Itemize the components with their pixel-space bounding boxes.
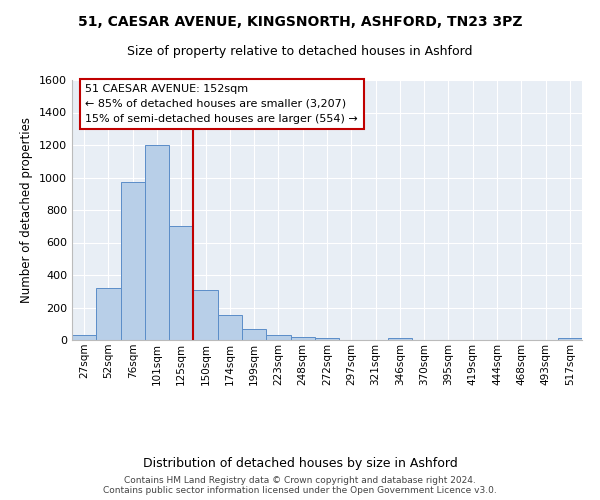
Bar (72, 335, 96, 340)
Bar (242, 328, 266, 340)
Bar (290, 337, 315, 340)
Bar (145, 145, 169, 340)
Text: Distribution of detached houses by size in Ashford: Distribution of detached houses by size … (143, 458, 457, 470)
Bar (193, 290, 218, 340)
Bar (558, 338, 582, 340)
Bar (96, 288, 121, 340)
Bar (315, 338, 339, 340)
Text: 51, CAESAR AVENUE, KINGSNORTH, ASHFORD, TN23 3PZ: 51, CAESAR AVENUE, KINGSNORTH, ASHFORD, … (78, 15, 522, 29)
Y-axis label: Number of detached properties: Number of detached properties (20, 117, 34, 303)
Text: Contains HM Land Registry data © Crown copyright and database right 2024.
Contai: Contains HM Land Registry data © Crown c… (103, 476, 497, 495)
Bar (218, 315, 242, 340)
Bar (169, 226, 193, 340)
Text: Size of property relative to detached houses in Ashford: Size of property relative to detached ho… (127, 45, 473, 58)
Text: 51 CAESAR AVENUE: 152sqm
← 85% of detached houses are smaller (3,207)
15% of sem: 51 CAESAR AVENUE: 152sqm ← 85% of detach… (85, 84, 358, 124)
Bar (266, 335, 290, 340)
Bar (388, 338, 412, 340)
Bar (121, 182, 145, 340)
